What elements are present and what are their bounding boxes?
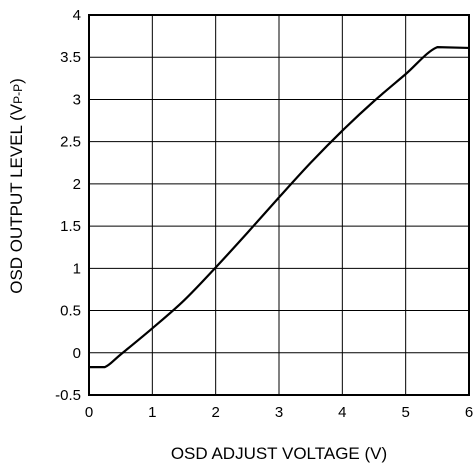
series-line	[89, 45, 470, 369]
y-tick-label: -0.5	[55, 387, 81, 404]
curve-layer	[89, 45, 470, 369]
y-tick-label: 0.5	[60, 303, 81, 320]
y-axis-title-subscript: P-P	[11, 84, 25, 104]
plot-frame	[88, 14, 470, 396]
y-tick-label: 1.5	[60, 218, 81, 235]
x-tick-label: 4	[338, 404, 346, 421]
x-tick-label: 3	[275, 404, 283, 421]
x-tick-label: 5	[401, 404, 409, 421]
y-tick-label: 0	[73, 345, 81, 362]
x-tick-label: 6	[465, 404, 473, 421]
x-tick-label: 0	[85, 404, 93, 421]
x-axis-title: OSD ADJUST VOLTAGE (V)	[171, 444, 387, 463]
grid	[88, 14, 470, 396]
y-tick-label: 3	[73, 91, 81, 108]
y-tick-label: 2.5	[60, 134, 81, 151]
y-tick-labels: -0.5 0 0.5 1 1.5 2 2.5 3 3.5 4	[55, 7, 81, 404]
y-tick-label: 4	[73, 7, 81, 24]
y-tick-label: 2	[73, 176, 81, 193]
x-tick-label: 1	[148, 404, 156, 421]
y-tick-label: 3.5	[60, 49, 81, 66]
x-tick-labels: 0 1 2 3 4 5 6	[85, 404, 473, 421]
y-axis-title: OSD OUTPUT LEVEL (VP-P)	[7, 78, 26, 294]
x-tick-label: 2	[211, 404, 219, 421]
y-axis-title-close: )	[7, 78, 26, 84]
y-axis-title-main: OSD OUTPUT LEVEL (V	[7, 103, 26, 294]
y-tick-label: 1	[73, 260, 81, 277]
